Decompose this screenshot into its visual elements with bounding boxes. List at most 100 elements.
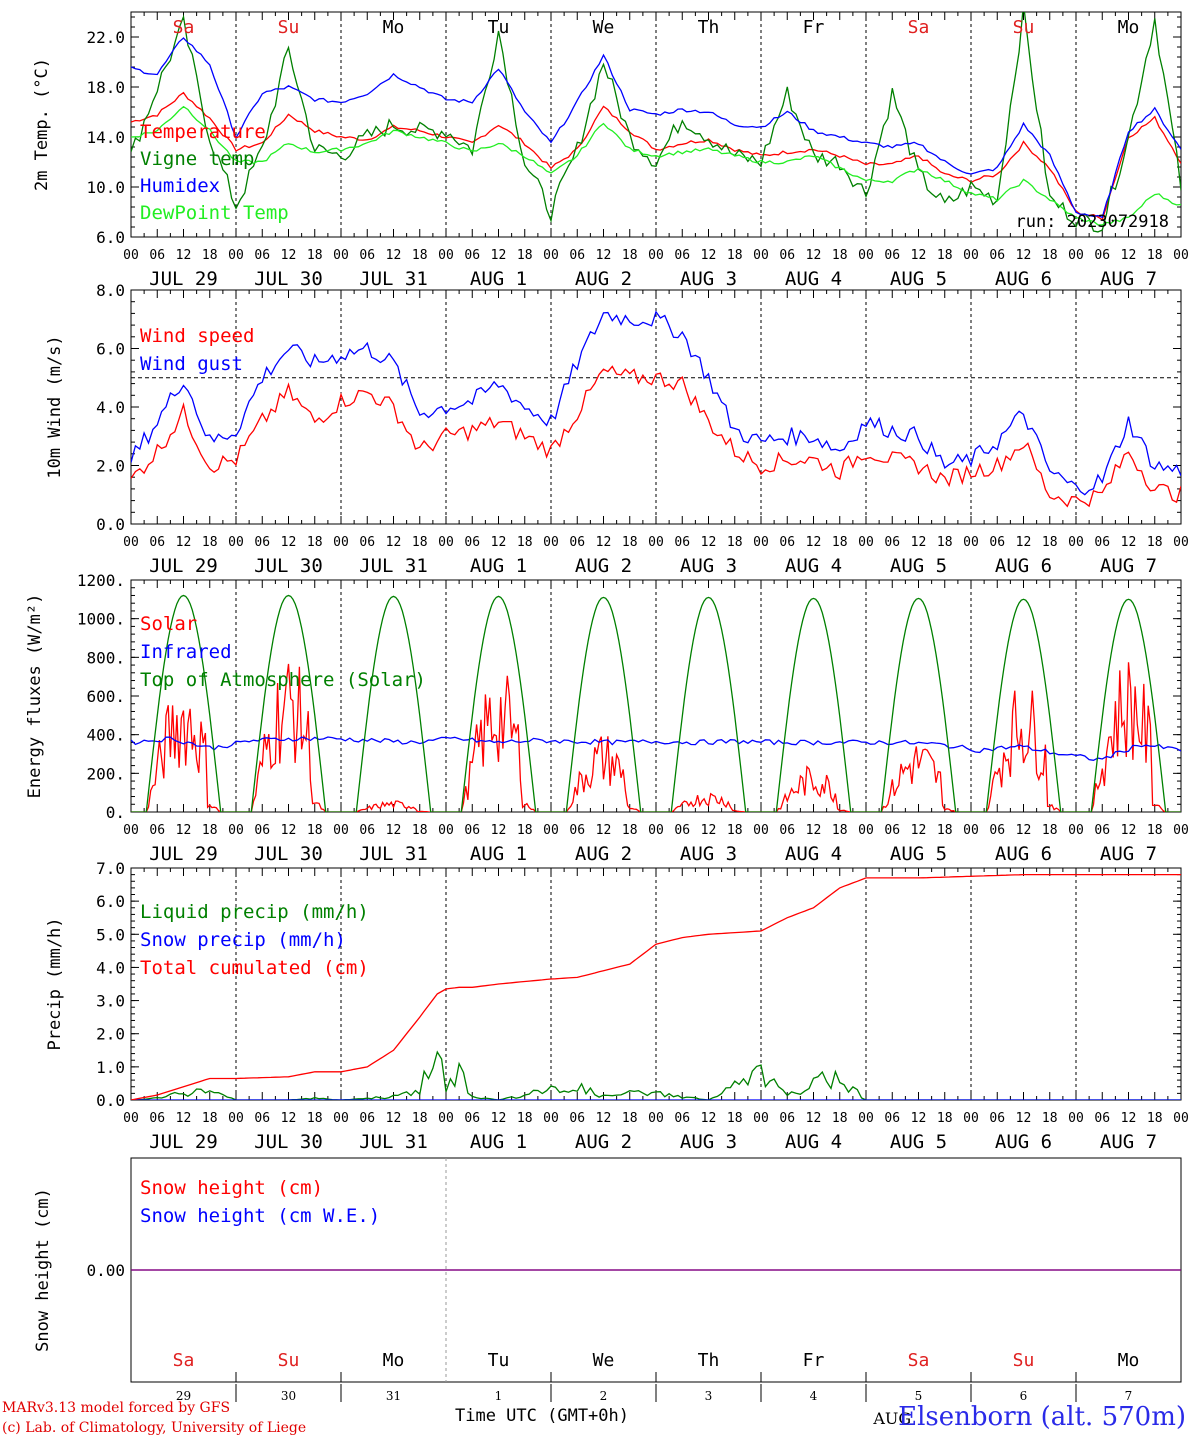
hour-tick-label: 00 — [963, 823, 979, 838]
hour-tick-label: 00 — [648, 823, 664, 838]
hour-tick-label: 18 — [1147, 535, 1163, 550]
hour-tick-label: 18 — [937, 823, 953, 838]
hour-tick-label: 12 — [911, 1111, 927, 1126]
weekday-label: Mo — [1118, 1350, 1140, 1371]
hour-tick-label: 06 — [464, 535, 480, 550]
date-label: JUL 29 — [149, 555, 218, 577]
hour-tick-label: 12 — [1016, 248, 1032, 263]
y-tick-label: 5.0 — [96, 925, 125, 944]
weekday-label: Su — [1013, 17, 1035, 38]
legend-entry: Liquid precip (mm/h) — [140, 901, 369, 923]
hour-tick-label: 06 — [464, 1111, 480, 1126]
series-line-2 — [131, 594, 1181, 812]
hour-tick-label: 00 — [753, 535, 769, 550]
hour-tick-label: 18 — [517, 823, 533, 838]
hour-tick-label: 00 — [1173, 248, 1189, 263]
y-tick-label: 3.0 — [96, 992, 125, 1011]
hour-tick-label: 00 — [1068, 248, 1084, 263]
date-label: JUL 30 — [254, 555, 323, 577]
weekday-label: Sa — [173, 17, 195, 38]
hour-tick-label: 18 — [622, 248, 638, 263]
date-label: AUG 5 — [890, 268, 947, 290]
hour-tick-label: 00 — [333, 248, 349, 263]
hour-tick-label: 12 — [596, 1111, 612, 1126]
weekday-label: Mo — [1118, 17, 1140, 38]
hour-tick-label: 12 — [1016, 535, 1032, 550]
y-axis-label: Snow height (cm) — [33, 1188, 53, 1352]
hour-tick-label: 06 — [884, 1111, 900, 1126]
series-line-1 — [131, 12, 1181, 233]
hour-tick-label: 00 — [1068, 823, 1084, 838]
hour-tick-label: 12 — [176, 535, 192, 550]
legend-entry: Snow height (cm W.E.) — [140, 1205, 380, 1227]
hour-tick-label: 18 — [622, 535, 638, 550]
hour-tick-label: 06 — [359, 1111, 375, 1126]
hour-tick-label: 00 — [753, 823, 769, 838]
weekday-label: Sa — [173, 1350, 195, 1371]
hour-tick-label: 06 — [674, 535, 690, 550]
hour-tick-label: 18 — [517, 535, 533, 550]
hour-tick-label: 06 — [674, 823, 690, 838]
legend-entry: Temperature — [140, 121, 266, 143]
hour-tick-label: 06 — [779, 823, 795, 838]
weekday-label: Sa — [908, 1350, 930, 1371]
weekday-label: Tu — [488, 17, 510, 38]
lab-credit: (c) Lab. of Climatology, University of L… — [2, 1420, 307, 1436]
legend-entry: Wind gust — [140, 353, 243, 375]
y-tick-label: 2.0 — [96, 1025, 125, 1044]
hour-tick-label: 06 — [149, 535, 165, 550]
hour-tick-label: 00 — [1173, 823, 1189, 838]
hour-tick-label: 00 — [123, 823, 139, 838]
hour-tick-label: 06 — [989, 248, 1005, 263]
hour-tick-label: 00 — [1173, 1111, 1189, 1126]
hour-tick-label: 18 — [1042, 823, 1058, 838]
y-tick-label: 0.00 — [86, 1261, 125, 1280]
series-line-0 — [131, 365, 1181, 508]
hour-tick-label: 00 — [1068, 535, 1084, 550]
hour-tick-label: 00 — [438, 535, 454, 550]
date-label: AUG 2 — [575, 555, 632, 577]
date-label: AUG 2 — [575, 1131, 632, 1153]
y-axis-label: 10m Wind (m/s) — [45, 335, 65, 478]
hour-tick-label: 06 — [884, 248, 900, 263]
legend-entry: Vigne temp — [140, 148, 254, 170]
hour-tick-label: 06 — [149, 823, 165, 838]
series-line-3 — [131, 105, 1181, 226]
y-tick-label: 0. — [106, 803, 125, 822]
hour-tick-label: 18 — [1147, 248, 1163, 263]
y-tick-label: 6.0 — [96, 228, 125, 247]
hour-tick-label: 12 — [1121, 823, 1137, 838]
y-tick-label: 8.0 — [96, 281, 125, 300]
hour-tick-label: 18 — [412, 248, 428, 263]
y-tick-label: 1.0 — [96, 1058, 125, 1077]
legend-entry: Top of Atmosphere (Solar) — [140, 669, 426, 691]
hour-tick-label: 18 — [517, 1111, 533, 1126]
weekday-label: We — [593, 1350, 615, 1371]
hour-tick-label: 06 — [884, 535, 900, 550]
hour-tick-label: 00 — [333, 1111, 349, 1126]
hour-tick-label: 12 — [1121, 248, 1137, 263]
hour-tick-label: 18 — [937, 1111, 953, 1126]
series-line-1 — [131, 736, 1181, 761]
series-line-1 — [131, 310, 1181, 496]
series-line-2 — [131, 873, 1181, 1100]
hour-tick-label: 12 — [806, 1111, 822, 1126]
date-label: AUG 4 — [785, 555, 842, 577]
hour-tick-label: 18 — [622, 1111, 638, 1126]
hour-tick-label: 00 — [648, 535, 664, 550]
hour-tick-label: 06 — [464, 823, 480, 838]
date-label: JUL 31 — [359, 268, 428, 290]
y-tick-label: 7.0 — [96, 859, 125, 878]
hour-tick-label: 18 — [832, 248, 848, 263]
y-tick-label: 18.0 — [86, 78, 125, 97]
y-tick-label: 14.0 — [86, 128, 125, 147]
y-axis-label: 2m Temp. (°C) — [32, 58, 52, 191]
hour-tick-label: 18 — [202, 1111, 218, 1126]
y-axis-label: Precip (mm/h) — [45, 917, 65, 1050]
hour-tick-label: 00 — [438, 823, 454, 838]
hour-tick-label: 18 — [727, 535, 743, 550]
hour-tick-label: 12 — [386, 248, 402, 263]
hour-tick-label: 18 — [1042, 535, 1058, 550]
series-line-0 — [131, 662, 1181, 812]
